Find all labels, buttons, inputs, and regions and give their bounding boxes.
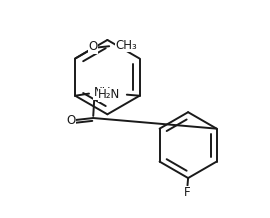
Text: O: O [66,114,76,127]
Text: O: O [89,40,98,53]
Text: H₂N: H₂N [98,88,120,101]
Text: CH₃: CH₃ [116,39,137,52]
Text: F: F [184,186,190,199]
Text: NH: NH [94,86,112,99]
